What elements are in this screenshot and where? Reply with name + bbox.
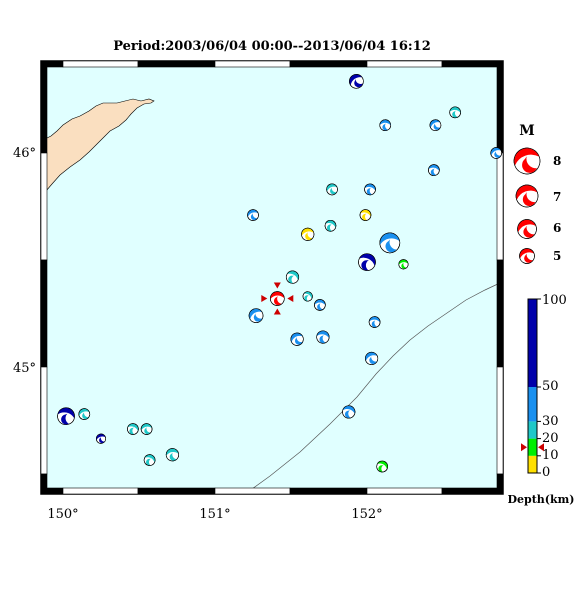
magnitude-legend-ball-7 (515, 184, 539, 208)
focal-mechanism (247, 209, 259, 221)
focal-mechanism (379, 232, 401, 254)
focal-mechanism (95, 433, 107, 444)
focal-mechanism (398, 259, 409, 270)
land-mass (40, 98, 155, 198)
trench-line (244, 281, 503, 495)
magnitude-label-5: 5 (553, 249, 561, 263)
focal-mechanism (324, 219, 337, 232)
depth-scale-title: Depth(km) (508, 493, 575, 506)
focal-mechanism (429, 119, 442, 131)
magnitude-label-6: 6 (553, 221, 561, 235)
latest-event-depth-marker (521, 443, 544, 452)
focal-mechanism (326, 183, 338, 196)
depth-tick-100: 100 (542, 293, 567, 308)
latest-event-marker (287, 295, 294, 303)
focal-mechanism (342, 405, 356, 419)
focal-mechanism (376, 460, 389, 473)
focal-mechanism (316, 330, 330, 344)
focal-mechanism (379, 119, 392, 131)
events-layer (57, 74, 503, 473)
focal-mechanism (143, 454, 156, 466)
focal-mechanism (449, 106, 461, 119)
depth-scale-frame (527, 298, 538, 474)
focal-mechanism (302, 291, 313, 302)
focal-mechanism (301, 227, 315, 241)
focal-mechanism (490, 147, 503, 159)
latest-event-marker (273, 282, 281, 289)
focal-mechanism (290, 332, 304, 346)
lat-label-45: 45° (13, 361, 36, 376)
magnitude-label-7: 7 (553, 190, 561, 204)
lon-label-151: 151° (199, 507, 230, 522)
frame-tick-bars (40, 60, 504, 495)
magnitude-legend-header: M (519, 123, 535, 139)
latest-event-marker (261, 295, 268, 303)
depth-band (528, 438, 537, 456)
magnitude-legend: M 8 7 6 5 (513, 123, 561, 264)
focal-mechanism (165, 448, 179, 462)
depth-tick-0: 0 (542, 465, 550, 480)
focal-mechanism (57, 407, 75, 426)
focal-mechanism (428, 164, 440, 176)
depth-tick-30: 30 (542, 414, 559, 429)
focal-mechanism (349, 74, 364, 89)
focal-mechanism (365, 351, 379, 365)
magnitude-label-8: 8 (553, 154, 561, 168)
depth-band (528, 299, 537, 387)
lon-label-152: 152° (351, 507, 382, 522)
lon-label-150: 150° (47, 507, 78, 522)
depth-scale: 100 50 30 20 10 0 Depth(km) (508, 293, 575, 506)
focal-mechanism (364, 183, 376, 196)
depth-tick-50: 50 (542, 379, 559, 394)
lat-label-46: 46° (13, 146, 36, 161)
focal-mechanism (127, 423, 139, 435)
sea-area (41, 61, 503, 494)
magnitude-legend-ball-5 (519, 248, 535, 264)
magnitude-legend-ball-8 (513, 147, 541, 175)
focal-mechanism (359, 209, 372, 221)
focal-mechanism (368, 316, 381, 328)
magnitude-legend-ball-6 (517, 219, 537, 239)
latest-event-marker (273, 308, 281, 315)
depth-tick-10: 10 (542, 448, 559, 463)
focal-mechanism (248, 308, 264, 323)
focal-mechanism (78, 408, 91, 420)
focal-mechanism (270, 291, 285, 306)
map-title: Period:2003/06/04 00:00--2013/06/04 16:1… (113, 39, 431, 54)
focal-mechanism (358, 253, 376, 271)
focal-mechanism (140, 423, 153, 435)
depth-band (528, 455, 537, 473)
focal-mechanism (314, 299, 326, 311)
depth-tick-20: 20 (542, 431, 559, 446)
focal-mechanism (285, 270, 300, 284)
depth-band (528, 421, 537, 439)
depth-band (528, 387, 537, 422)
